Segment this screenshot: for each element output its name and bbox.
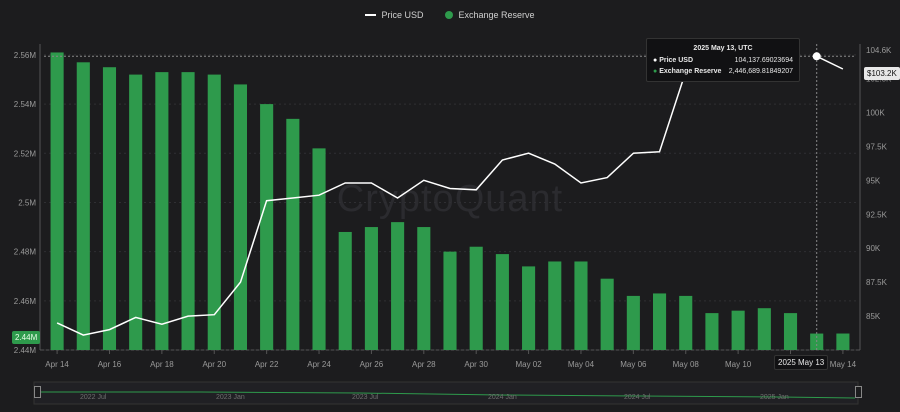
x-tick-label: Apr 22 [255, 360, 279, 369]
reserve-bar [522, 266, 536, 350]
x-tick-label: Apr 26 [360, 360, 384, 369]
x-tick-label: May 10 [725, 360, 752, 369]
dot-swatch-icon [445, 11, 454, 19]
left-tick-label: 2.5M [18, 198, 36, 207]
reserve-bar [626, 295, 640, 350]
right-tick-label: 85K [866, 312, 881, 321]
reserve-bar [391, 222, 405, 350]
price-line [816, 55, 844, 70]
right-tick-label: 100K [866, 108, 885, 117]
navigator-label: 2025 Jan [760, 394, 789, 401]
tooltip-reserve-value: 2,446,689.81849207 [728, 68, 793, 75]
reserve-bar [50, 52, 64, 350]
reserve-bar [233, 84, 247, 350]
navigator-label: 2022 Jul [80, 394, 107, 401]
legend-item-reserve[interactable]: Exchange Reserve [445, 10, 535, 20]
price-line [56, 71, 687, 336]
reserve-bar [338, 231, 352, 350]
legend-label-reserve: Exchange Reserve [458, 10, 535, 20]
x-tick-label: May 02 [515, 360, 542, 369]
reserve-bar [181, 72, 195, 350]
reserve-bar [364, 227, 378, 350]
x-tick-label: Apr 18 [150, 360, 174, 369]
navigator-right-handle[interactable] [855, 386, 862, 398]
right-tick-label: 97.5K [866, 142, 888, 151]
x-tick-label: May 06 [620, 360, 647, 369]
reserve-bar [469, 246, 483, 350]
x-tick-label: Apr 16 [98, 360, 122, 369]
tooltip-row-reserve: Exchange Reserve 2,446,689.81849207 [653, 66, 793, 77]
line-swatch-icon [365, 14, 377, 16]
left-tick-label: 2.56M [14, 51, 37, 60]
left-tick-label: 2.54M [14, 100, 37, 109]
legend-label-price: Price USD [381, 10, 424, 20]
x-tick-label: Apr 30 [464, 360, 488, 369]
right-tick-label: 92.5K [866, 210, 888, 219]
legend: Price USD Exchange Reserve [0, 10, 900, 20]
price-point-marker [812, 52, 821, 61]
reserve-bar [836, 333, 850, 350]
reserve-bar [312, 148, 326, 350]
reserve-bar [495, 254, 509, 350]
reserve-bar [286, 118, 300, 350]
reserve-bar [76, 62, 90, 351]
x-tick-label: May 04 [568, 360, 595, 369]
right-tick-label: 95K [866, 176, 881, 185]
navigator-label: 2023 Jan [216, 394, 245, 401]
reserve-bar [600, 278, 614, 350]
x-tick-label: May 08 [673, 360, 700, 369]
price-badge: $103.2K [864, 67, 900, 80]
reserve-bar [653, 293, 667, 350]
left-tick-label: 2.52M [14, 149, 37, 158]
left-tick-label: 2.46M [14, 297, 37, 306]
reserve-bar [548, 261, 562, 350]
tooltip-title: 2025 May 13, UTC [693, 45, 753, 52]
reserve-bar [574, 261, 588, 350]
navigator-label: 2024 Jan [488, 394, 517, 401]
right-tick-label: 90K [866, 244, 881, 253]
reserve-bar [705, 313, 719, 350]
tooltip-reserve-label: Exchange Reserve [653, 66, 721, 77]
navigator-line [40, 391, 856, 399]
reserve-bar [260, 104, 274, 350]
reserve-bar [757, 308, 771, 350]
reserve-bar [783, 313, 798, 350]
reserve-bar [207, 74, 221, 351]
reserve-bar [102, 67, 117, 351]
reserve-bar [129, 74, 143, 351]
date-badge: 2025 May 13 [774, 355, 829, 370]
x-tick-label: May 14 [830, 360, 857, 369]
tooltip-price-label: Price USD [653, 55, 693, 66]
reserve-bar [155, 72, 169, 350]
left-tick-label: 2.44M [14, 346, 37, 355]
reserve-bar [731, 310, 745, 350]
tooltip: 2025 May 13, UTC Price USD 104,137.69023… [646, 38, 800, 82]
left-tick-label: 2.48M [14, 248, 37, 257]
x-tick-label: Apr 28 [412, 360, 436, 369]
range-navigator[interactable] [34, 382, 858, 404]
right-tick-label: 104.6K [866, 46, 892, 55]
tooltip-row-price: Price USD 104,137.69023694 [653, 55, 793, 66]
reserve-badge: 2.44M [12, 331, 41, 344]
navigator-label: 2023 Jul [352, 394, 379, 401]
legend-item-price[interactable]: Price USD [365, 10, 423, 20]
right-tick-label: 87.5K [866, 278, 888, 287]
tooltip-price-value: 104,137.69023694 [734, 57, 793, 64]
x-tick-label: Apr 14 [45, 360, 69, 369]
navigator-left-handle[interactable] [34, 386, 41, 398]
reserve-bar [679, 295, 693, 350]
x-tick-label: Apr 20 [202, 360, 226, 369]
navigator-label: 2024 Jul [624, 394, 651, 401]
reserve-bar [417, 227, 431, 350]
reserve-bar [443, 251, 457, 350]
x-tick-label: Apr 24 [307, 360, 331, 369]
